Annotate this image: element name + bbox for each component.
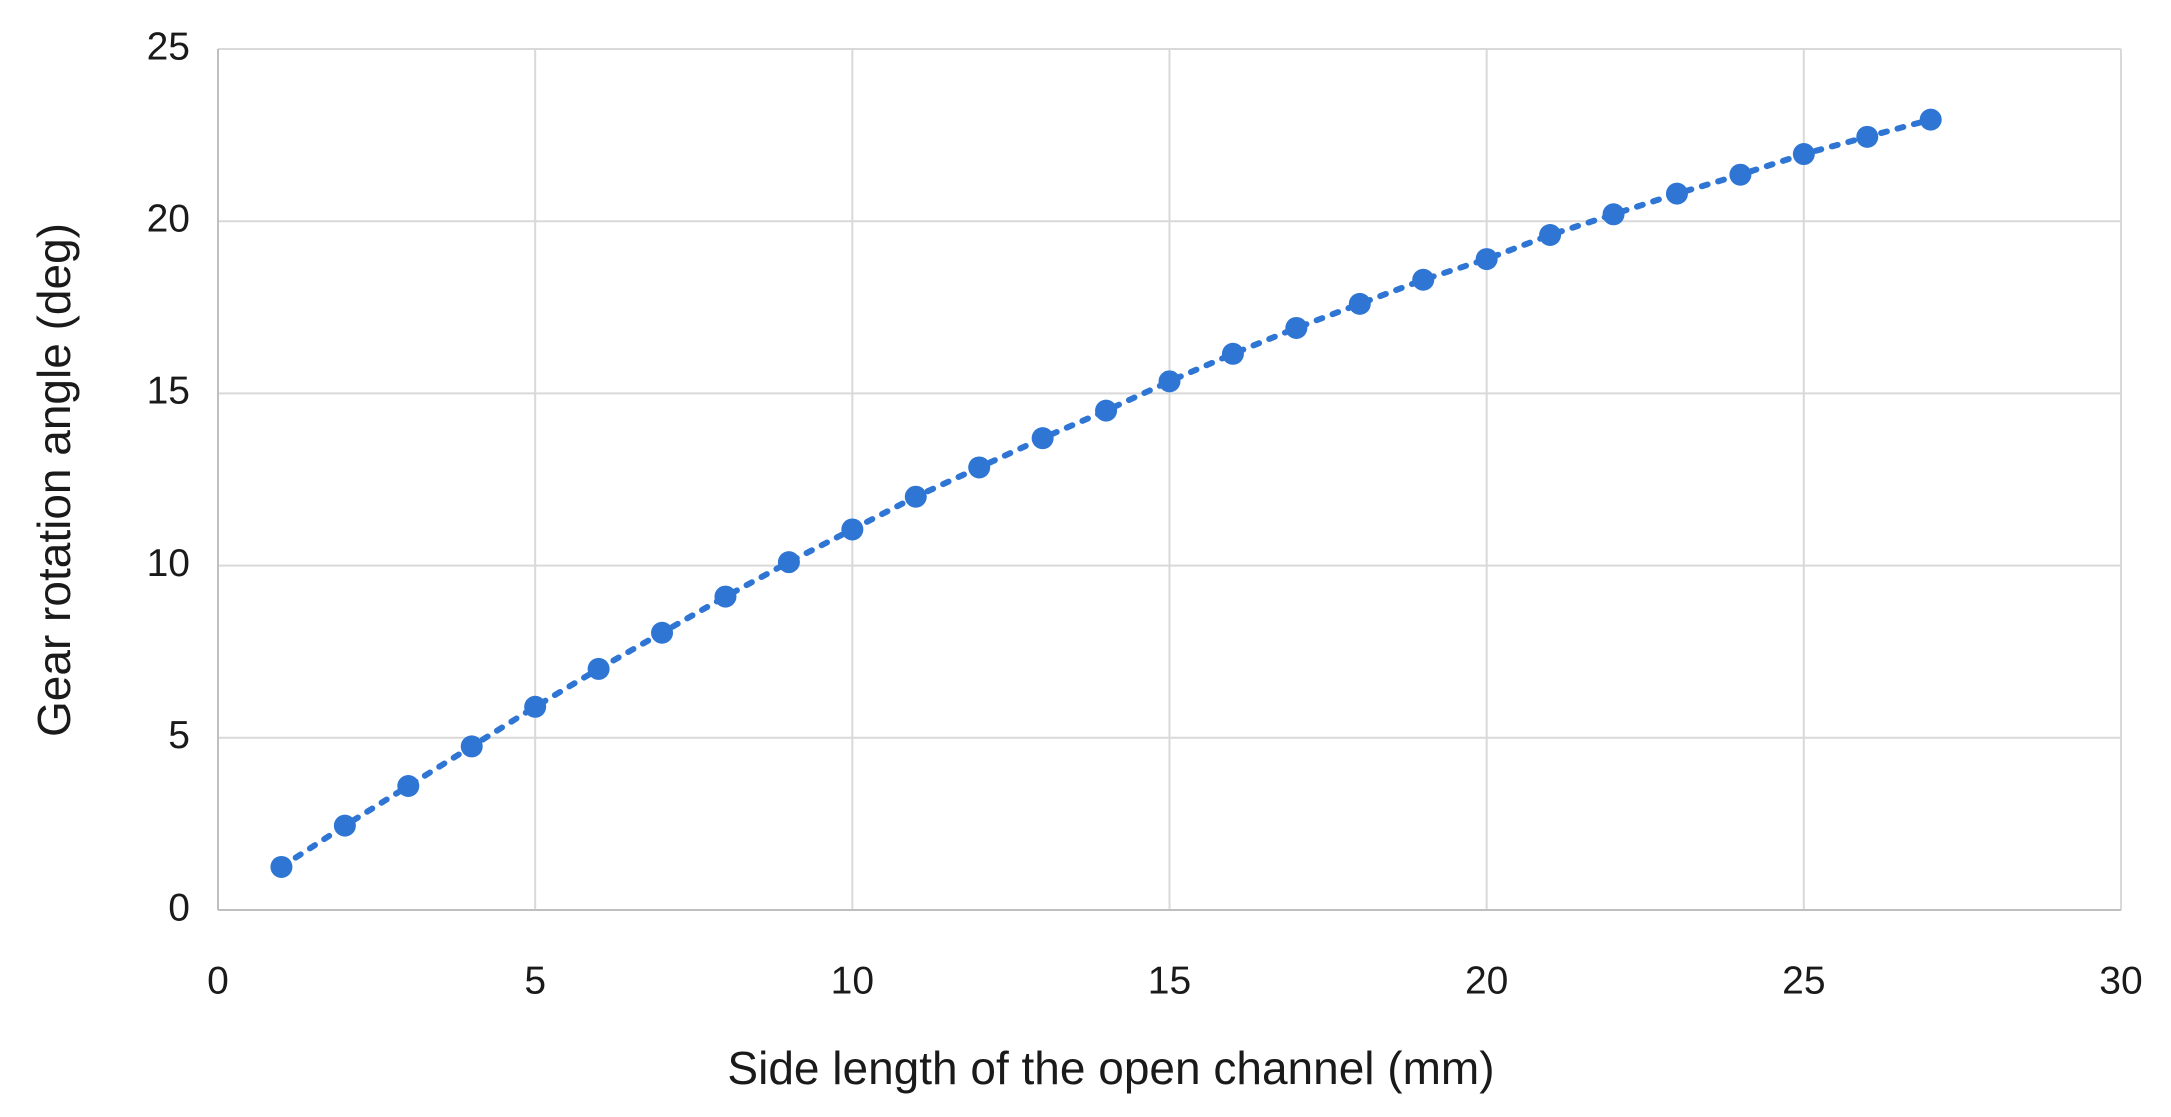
data-point (1856, 125, 1879, 148)
y-tick-label: 0 (168, 886, 190, 929)
data-point (968, 456, 991, 479)
data-point (587, 657, 610, 680)
data-point (1602, 203, 1625, 226)
data-point (1475, 248, 1498, 271)
x-axis-title: Side length of the open channel (mm) (727, 1042, 1494, 1094)
y-axis-title: Gear rotation angle (deg) (28, 223, 80, 737)
y-tick-label: 15 (147, 370, 190, 413)
data-point (333, 814, 356, 837)
data-point (397, 775, 420, 798)
y-tick-label: 5 (168, 714, 190, 757)
data-point (1221, 342, 1244, 365)
data-point (1412, 268, 1435, 291)
trend-line (278, 116, 1934, 870)
data-point (1158, 370, 1181, 393)
data-point (714, 585, 737, 608)
data-point (904, 485, 927, 508)
data-point (841, 518, 864, 541)
data-point (777, 551, 800, 574)
data-point (1348, 292, 1371, 315)
y-tick-label: 20 (147, 197, 190, 240)
x-tick-label: 25 (1782, 959, 1825, 1002)
y-tick-label: 10 (147, 542, 190, 585)
data-point (524, 695, 547, 718)
data-point (1285, 316, 1308, 339)
data-point (1729, 163, 1752, 186)
data-point (460, 735, 483, 758)
data-point (1792, 143, 1815, 166)
x-tick-label: 10 (831, 959, 874, 1002)
x-tick-label: 5 (524, 959, 546, 1002)
x-tick-label: 30 (2099, 959, 2142, 1002)
data-point (1919, 108, 1942, 131)
data-point (1095, 399, 1118, 422)
x-tick-label: 15 (1148, 959, 1191, 1002)
data-point (1031, 427, 1054, 450)
x-tick-label: 20 (1465, 959, 1508, 1002)
data-point (651, 621, 674, 644)
data-point (1539, 223, 1562, 246)
y-tick-label: 25 (147, 25, 190, 68)
data-point (1665, 182, 1688, 205)
x-tick-label: 0 (207, 959, 229, 1002)
data-point (270, 855, 293, 878)
